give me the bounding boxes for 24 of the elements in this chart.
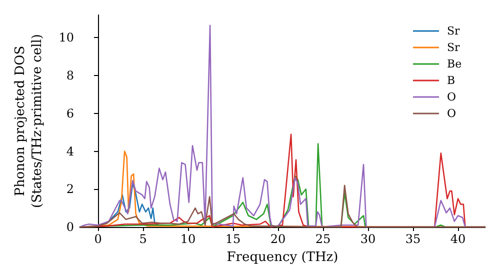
legend-label: O xyxy=(447,107,456,120)
x-tick-label: 30 xyxy=(360,232,376,246)
y-axis-title: Phonon projected DOS (States/THz·primitive cell) xyxy=(13,34,45,208)
y-tick-label: 2 xyxy=(66,182,74,196)
x-tick-label: 15 xyxy=(225,232,241,246)
x-tick-label: 35 xyxy=(405,232,421,246)
legend-label: O xyxy=(447,90,456,104)
y-tick-label: 8 xyxy=(66,68,74,83)
y-tick-label: 4 xyxy=(66,144,74,158)
x-tick-label: 40 xyxy=(450,232,466,246)
x-tick-label: 10 xyxy=(180,232,196,246)
x-axis-title: Frequency (THz) xyxy=(226,250,338,265)
x-tick-label: 25 xyxy=(315,232,331,246)
x-tick-label: 0 xyxy=(94,232,102,246)
legend-label: B xyxy=(447,74,456,87)
y-tick-label: 6 xyxy=(66,106,74,120)
line-series xyxy=(79,184,486,228)
x-tick-label: 20 xyxy=(270,232,286,246)
legend-label: Sr xyxy=(447,24,461,38)
legend-label: Be xyxy=(447,58,462,70)
x-tick-label: 5 xyxy=(139,232,147,246)
legend-label: Sr xyxy=(447,41,461,54)
y-tick-label: 10 xyxy=(58,30,74,45)
y-tick-label: 0 xyxy=(66,220,74,234)
